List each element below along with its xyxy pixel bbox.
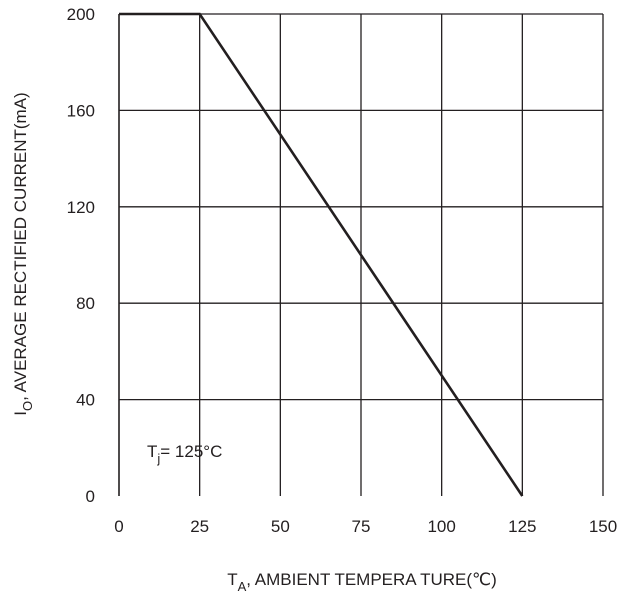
annotation-main: T: [147, 442, 157, 461]
y-tick-label: 120: [67, 198, 95, 217]
x-tick-label: 125: [508, 517, 536, 536]
junction-temp-annotation: Tj= 125°C: [147, 442, 222, 466]
y-tick-labels: 0 40 80 120 160 200: [67, 5, 95, 506]
series-line-0: [119, 12, 524, 497]
x-tick-label: 150: [589, 517, 617, 536]
y-tick-label: 160: [67, 101, 95, 120]
x-tick-label: 50: [271, 517, 290, 536]
x-tick-label: 75: [352, 517, 371, 536]
y-axis-title-main: I: [11, 411, 30, 416]
y-axis-title-sub: O: [20, 401, 35, 411]
y-tick-label: 0: [86, 487, 95, 506]
y-tick-label: 40: [76, 391, 95, 410]
x-tick-label: 0: [114, 517, 123, 536]
x-tick-labels: 0 25 50 75 100 125 150: [114, 517, 617, 536]
x-tick-label: 100: [427, 517, 455, 536]
y-axis-title-rest: , AVERAGE RECTIFIED CURRENT(mA): [11, 92, 30, 401]
y-tick-label: 80: [76, 294, 95, 313]
x-tick-label: 25: [190, 517, 209, 536]
annotation-sub: j: [156, 451, 160, 466]
x-axis-title-rest: , AMBIENT TEMPERA TURE(℃): [246, 570, 497, 589]
annotation-rest: = 125°C: [160, 442, 222, 461]
x-axis-title-sub: A: [238, 579, 247, 593]
series-layer: [119, 12, 524, 497]
y-tick-label: 200: [67, 5, 95, 24]
x-axis-title-main: T: [227, 570, 237, 589]
x-axis-title: TA, AMBIENT TEMPERA TURE(℃): [227, 570, 497, 593]
y-axis-title: IO, AVERAGE RECTIFIED CURRENT(mA): [11, 92, 35, 415]
